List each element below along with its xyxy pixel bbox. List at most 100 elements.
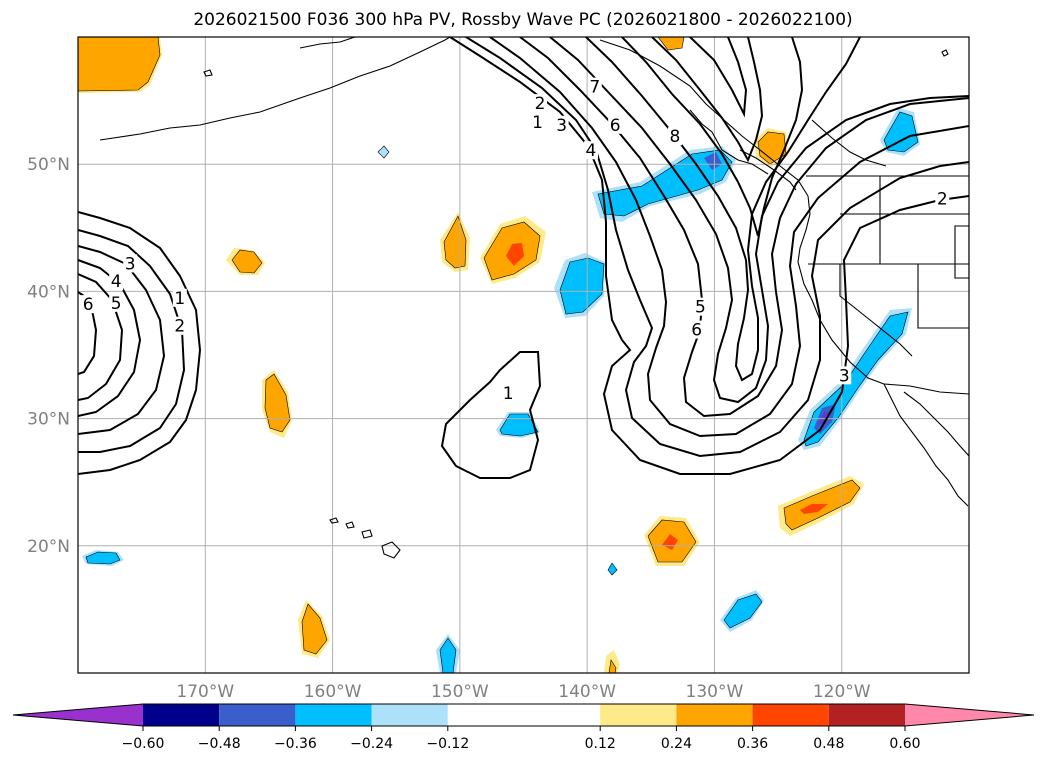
contour-label: 4 [111, 272, 122, 292]
colorbar-tick-label: −0.48 [198, 736, 241, 752]
contour-label: 1 [174, 289, 185, 309]
x-tick-label: 170°W [176, 682, 234, 702]
contour-label: 4 [586, 141, 597, 161]
contour-label: 5 [695, 298, 706, 318]
shade-patch-150w [436, 634, 460, 673]
colorbar-tick-label: 0.60 [889, 736, 920, 752]
contour-9-main [689, 37, 748, 118]
kauai [329, 517, 339, 524]
x-tick-label: 130°W [686, 682, 744, 702]
contour-label: 1 [532, 113, 543, 133]
colorbar-tick-label: 0.36 [737, 736, 768, 752]
contour-label-bg [935, 189, 950, 208]
contour-label: 1 [503, 384, 514, 404]
shade-patch-nw [78, 37, 162, 93]
contour-3-west [78, 245, 166, 435]
shade-patch-145w [480, 216, 546, 284]
shade-patch-149w [440, 212, 470, 272]
contour-label-bg [693, 297, 708, 316]
colorbar-bin [371, 704, 448, 726]
colorbar-tick-label: −0.12 [426, 736, 469, 752]
alaska-coast-upper [299, 37, 356, 49]
colorbar-bin [676, 704, 753, 726]
shade-patch-141w-south [604, 650, 620, 673]
contour-2-west [78, 229, 186, 453]
colorbar-bin [295, 704, 372, 726]
colorbar-bin [600, 704, 677, 726]
contour-label-bg [554, 115, 569, 134]
shade-patch-167w [226, 248, 265, 275]
shade-patch-127w [720, 590, 764, 632]
contour-label: 6 [83, 295, 94, 315]
contour-label: 2 [535, 94, 546, 114]
island-small-2 [203, 69, 213, 77]
contour-label-bg [172, 316, 187, 335]
map-frame [77, 36, 970, 674]
contour-label: 3 [839, 366, 850, 386]
contour-7-main [621, 37, 804, 237]
shade-patch-121w-south [778, 476, 864, 536]
contour-label: 8 [670, 127, 681, 147]
contour-label-bg [587, 77, 602, 96]
x-axis-ticks: 170°W 160°W 150°W 140°W 130°W 120°W [176, 682, 870, 702]
bc-coast-islands [689, 109, 769, 175]
us-states-border-4 [917, 264, 969, 329]
gulf-of-california [903, 391, 969, 457]
x-tick-label: 150°W [431, 682, 489, 702]
pc-anomaly-shading [78, 37, 920, 673]
colorbar-tick-label: −0.36 [274, 736, 317, 752]
contour-label: 5 [111, 294, 122, 314]
islands [203, 49, 949, 559]
oahu [345, 521, 355, 529]
contour-label: 7 [589, 78, 600, 98]
colorbar-extend-max [905, 704, 1034, 726]
y-axis-ticks: 20°N 30°N 40°N 50°N [27, 155, 70, 557]
contour-4-main [519, 37, 969, 418]
pv-contours [78, 37, 969, 479]
shade-patch-small [377, 37, 685, 576]
contour-label: 3 [556, 116, 567, 136]
x-tick-label: 140°W [558, 682, 616, 702]
contour-label-bg [689, 320, 704, 339]
contour-3-main [489, 37, 969, 438]
colorbar-bin [447, 704, 601, 726]
colorbar-bin [143, 704, 220, 726]
colorbar: −0.60 −0.48 −0.36 −0.24 −0.12 0.12 0.24 0.36 0.4… [12, 703, 1035, 752]
contour-8-main [651, 37, 764, 163]
contour-1-west [78, 211, 202, 475]
shade-patch-165w [262, 370, 292, 438]
contour-1-closed [440, 351, 542, 479]
colorbar-tick-label: 0.48 [813, 736, 844, 752]
x-tick-label: 120°W [813, 682, 871, 702]
contour-label-bg [81, 295, 96, 314]
contour-4-west [78, 259, 142, 417]
contour-label: 2 [937, 190, 948, 210]
contour-label: 6 [691, 321, 702, 341]
contour-label-bg [530, 113, 545, 132]
chart-title: 2026021500 F036 300 hPa PV, Rossby Wave … [193, 10, 852, 30]
contour-label-bg [533, 94, 548, 113]
hudson-boundary [954, 225, 969, 279]
contour-label-bg [501, 384, 516, 403]
contour-label-bg [109, 293, 124, 312]
contour-label-bg [583, 141, 598, 160]
contour-label: 3 [125, 254, 136, 274]
colorbar-bin [219, 704, 296, 726]
contour-label: 6 [610, 116, 621, 136]
baja-california [883, 383, 969, 507]
y-tick-label: 20°N [27, 537, 70, 557]
shade-patch-162w [298, 600, 330, 658]
contour-6-main [585, 37, 861, 382]
y-tick-label: 50°N [27, 155, 70, 175]
x-tick-label: 160°W [304, 682, 362, 702]
contour-label-bg [837, 366, 852, 385]
y-tick-label: 30°N [27, 410, 70, 430]
contour-2-main [465, 37, 969, 458]
shade-patch-141w [554, 253, 605, 318]
colorbar-tick-label: −0.24 [350, 736, 393, 752]
contour-label-bg [608, 115, 623, 134]
graticule [78, 37, 969, 673]
